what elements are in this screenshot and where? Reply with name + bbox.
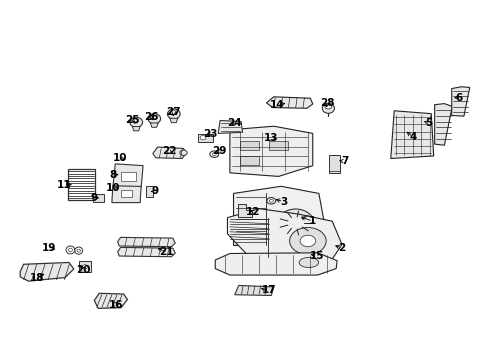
Polygon shape	[153, 147, 185, 158]
Bar	[268, 141, 288, 150]
Ellipse shape	[277, 209, 313, 237]
Text: 7: 7	[340, 156, 347, 166]
Polygon shape	[237, 204, 252, 217]
Bar	[239, 141, 259, 150]
Text: 22: 22	[162, 146, 176, 156]
Text: 16: 16	[109, 300, 123, 310]
Bar	[68, 170, 94, 200]
Polygon shape	[229, 126, 312, 176]
Bar	[198, 134, 212, 141]
Text: 24: 24	[227, 118, 242, 128]
Ellipse shape	[325, 104, 331, 109]
Ellipse shape	[66, 246, 75, 254]
Ellipse shape	[167, 109, 180, 119]
Text: 6: 6	[454, 93, 462, 103]
Bar	[329, 154, 339, 173]
Text: 23: 23	[203, 129, 217, 139]
Polygon shape	[218, 121, 242, 134]
Text: 4: 4	[408, 132, 416, 142]
Text: 13: 13	[264, 133, 278, 143]
Polygon shape	[20, 262, 74, 281]
Polygon shape	[434, 104, 451, 145]
Text: 10: 10	[112, 153, 127, 163]
Ellipse shape	[68, 248, 72, 252]
Ellipse shape	[300, 235, 315, 247]
Ellipse shape	[132, 118, 138, 123]
Polygon shape	[234, 285, 273, 296]
Text: 8: 8	[109, 170, 116, 180]
Text: 26: 26	[143, 112, 158, 122]
Text: 15: 15	[309, 251, 323, 261]
Ellipse shape	[180, 150, 187, 156]
Ellipse shape	[148, 114, 160, 124]
Text: 19: 19	[42, 243, 57, 253]
Bar	[121, 190, 132, 197]
Ellipse shape	[130, 117, 142, 127]
Ellipse shape	[77, 249, 80, 252]
Ellipse shape	[209, 151, 218, 157]
Text: 18: 18	[30, 273, 44, 283]
Text: 11: 11	[57, 180, 71, 190]
Polygon shape	[451, 87, 469, 116]
Ellipse shape	[169, 110, 175, 115]
Ellipse shape	[150, 115, 156, 120]
Ellipse shape	[269, 199, 273, 202]
Ellipse shape	[299, 257, 318, 267]
Polygon shape	[169, 118, 177, 123]
Polygon shape	[150, 123, 158, 127]
Text: 5: 5	[425, 118, 431, 128]
Polygon shape	[215, 253, 336, 275]
Text: 27: 27	[166, 107, 181, 117]
Polygon shape	[266, 97, 312, 108]
Polygon shape	[113, 164, 143, 188]
Polygon shape	[132, 127, 140, 131]
Polygon shape	[233, 186, 323, 246]
Text: 25: 25	[125, 115, 139, 125]
Bar	[121, 172, 136, 181]
Text: 9: 9	[151, 186, 159, 197]
Text: 17: 17	[261, 285, 276, 296]
Text: 12: 12	[245, 207, 260, 217]
Text: 1: 1	[308, 216, 316, 226]
Text: 21: 21	[159, 247, 173, 257]
Bar	[146, 186, 153, 197]
Polygon shape	[118, 237, 175, 247]
Polygon shape	[112, 186, 141, 203]
Bar	[239, 156, 259, 165]
Polygon shape	[390, 111, 433, 158]
Text: 29: 29	[211, 146, 226, 156]
Text: 2: 2	[338, 243, 345, 253]
Polygon shape	[118, 247, 175, 257]
Text: 20: 20	[76, 265, 91, 275]
Ellipse shape	[286, 217, 304, 229]
Ellipse shape	[212, 153, 216, 156]
Text: 14: 14	[269, 100, 284, 110]
Bar	[79, 261, 91, 272]
Bar	[93, 194, 103, 202]
Polygon shape	[94, 293, 127, 309]
Polygon shape	[227, 209, 341, 268]
Ellipse shape	[322, 103, 334, 113]
Text: 9: 9	[91, 193, 98, 203]
Ellipse shape	[266, 198, 275, 204]
Ellipse shape	[75, 247, 82, 254]
Text: 3: 3	[279, 197, 286, 207]
Text: 28: 28	[320, 98, 334, 108]
Ellipse shape	[200, 135, 205, 140]
Ellipse shape	[289, 228, 325, 255]
Text: 10: 10	[105, 183, 120, 193]
Ellipse shape	[82, 265, 87, 269]
